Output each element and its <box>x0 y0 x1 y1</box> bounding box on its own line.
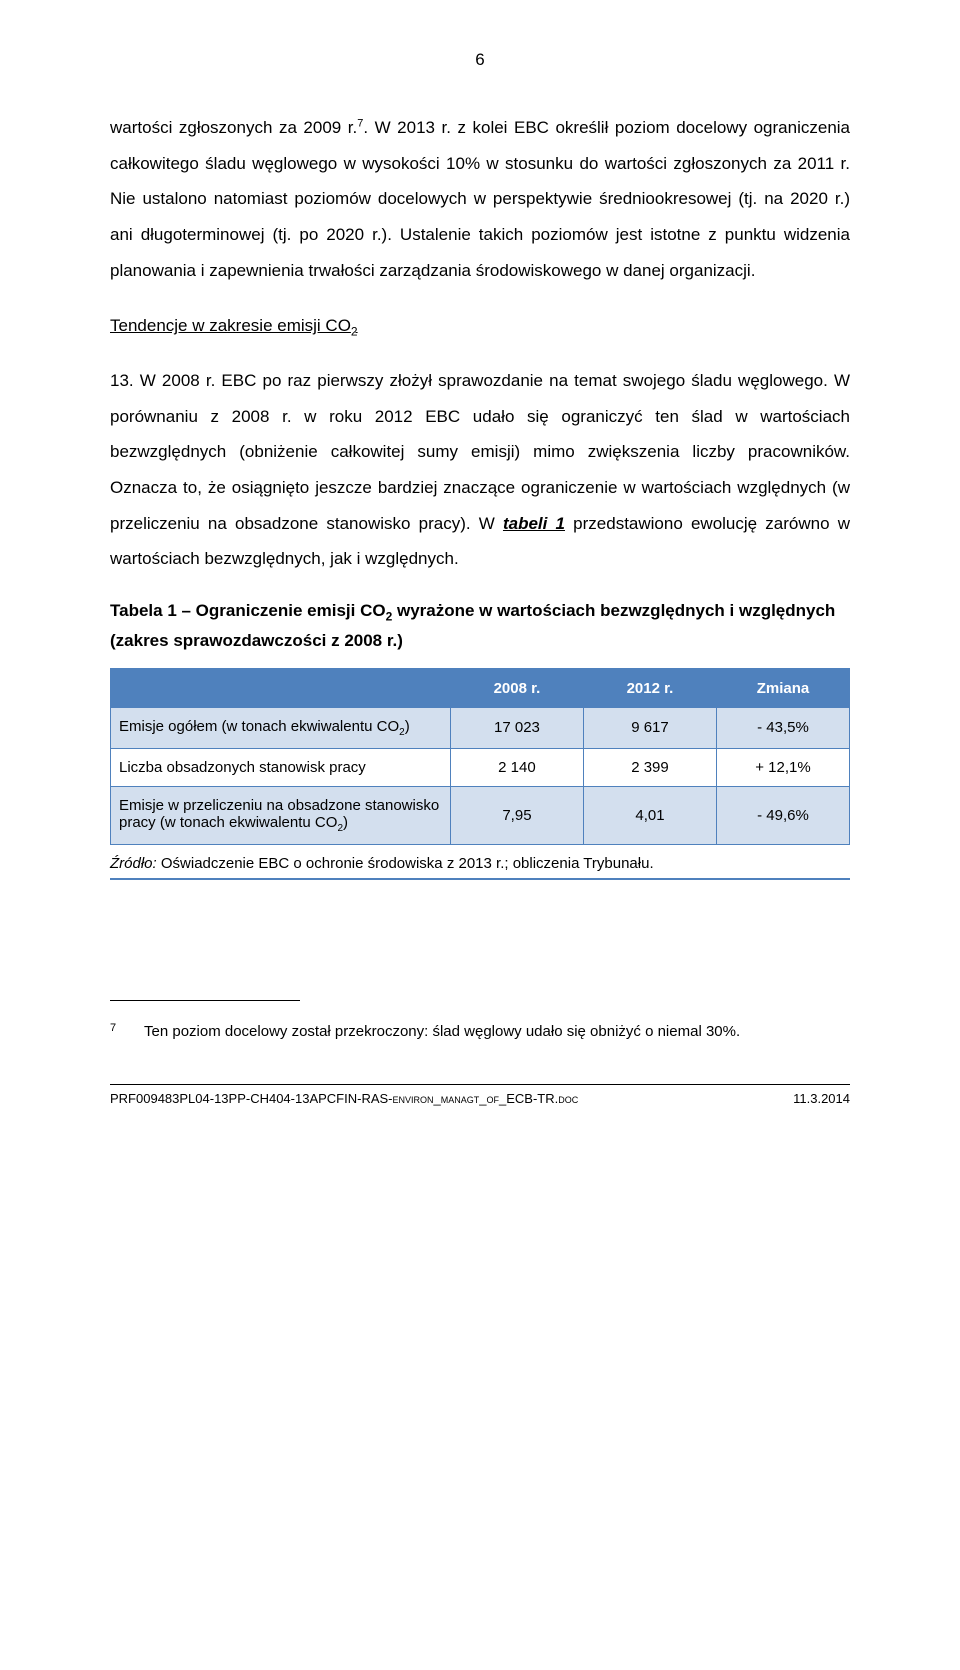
table-cell-label: Liczba obsadzonych stanowisk pracy <box>111 748 451 786</box>
table-header-cell: 2012 r. <box>583 669 716 708</box>
table-cell-label: Emisje ogółem (w tonach ekwiwalentu CO2) <box>111 707 451 748</box>
footer-left-sc: environ_managt_of_ <box>393 1091 507 1106</box>
table-cell: 7,95 <box>450 786 583 844</box>
table-ref: tabeli 1 <box>503 514 565 533</box>
footnote-text: Ten poziom docelowy został przekroczony:… <box>144 1019 740 1045</box>
table-cell: + 12,1% <box>716 748 849 786</box>
table-row: Emisje w przeliczeniu na obsadzone stano… <box>111 786 850 844</box>
table-cell: - 43,5% <box>716 707 849 748</box>
footer-left-a: PRF009483PL04-13PP-CH404-13APCFIN-RAS- <box>110 1091 393 1106</box>
footnote-rule <box>110 1000 300 1001</box>
data-table: 2008 r.2012 r.Zmiana Emisje ogółem (w to… <box>110 668 850 845</box>
table-cell: 2 399 <box>583 748 716 786</box>
table-cell: 17 023 <box>450 707 583 748</box>
table-title-a: Tabela 1 – Ograniczenie emisji CO <box>110 601 386 620</box>
section-heading-sub: 2 <box>351 325 358 339</box>
table-cell: - 49,6% <box>716 786 849 844</box>
footnote-number: 7 <box>110 1019 122 1045</box>
paragraph-2: 13. W 2008 r. EBC po raz pierwszy złożył… <box>110 363 850 577</box>
footnote: 7 Ten poziom docelowy został przekroczon… <box>110 1019 850 1045</box>
table-header-row: 2008 r.2012 r.Zmiana <box>111 669 850 708</box>
table-cell: 4,01 <box>583 786 716 844</box>
table-source-text: Oświadczenie EBC o ochronie środowiska z… <box>157 855 654 872</box>
table-header-cell: Zmiana <box>716 669 849 708</box>
footer-left-b: ECB-TR. <box>506 1091 558 1106</box>
table-header-cell <box>111 669 451 708</box>
page-footer: PRF009483PL04-13PP-CH404-13APCFIN-RAS-en… <box>110 1085 850 1106</box>
table-row: Liczba obsadzonych stanowisk pracy2 1402… <box>111 748 850 786</box>
table-cell: 2 140 <box>450 748 583 786</box>
table-cell: 9 617 <box>583 707 716 748</box>
section-heading-text: Tendencje w zakresie emisji CO <box>110 316 351 335</box>
footer-left-sc2: doc <box>558 1091 578 1106</box>
p1-text-b: . W 2013 r. z kolei EBC określił poziom … <box>110 118 850 280</box>
table-source: Źródło: Oświadczenie EBC o ochronie środ… <box>110 845 850 880</box>
table-title: Tabela 1 – Ograniczenie emisji CO2 wyraż… <box>110 597 850 654</box>
table-source-label: Źródło: <box>110 855 157 872</box>
table-row: Emisje ogółem (w tonach ekwiwalentu CO2)… <box>111 707 850 748</box>
p1-text-a: wartości zgłoszonych za 2009 r. <box>110 118 357 137</box>
footer-left: PRF009483PL04-13PP-CH404-13APCFIN-RAS-en… <box>110 1091 578 1106</box>
p2-text-a: 13. W 2008 r. EBC po raz pierwszy złożył… <box>110 371 850 533</box>
footer-right: 11.3.2014 <box>793 1091 850 1106</box>
table-header-cell: 2008 r. <box>450 669 583 708</box>
table-cell-label: Emisje w przeliczeniu na obsadzone stano… <box>111 786 451 844</box>
page-number: 6 <box>110 50 850 70</box>
section-heading: Tendencje w zakresie emisji CO2 <box>110 308 850 345</box>
paragraph-1: wartości zgłoszonych za 2009 r.7. W 2013… <box>110 110 850 288</box>
